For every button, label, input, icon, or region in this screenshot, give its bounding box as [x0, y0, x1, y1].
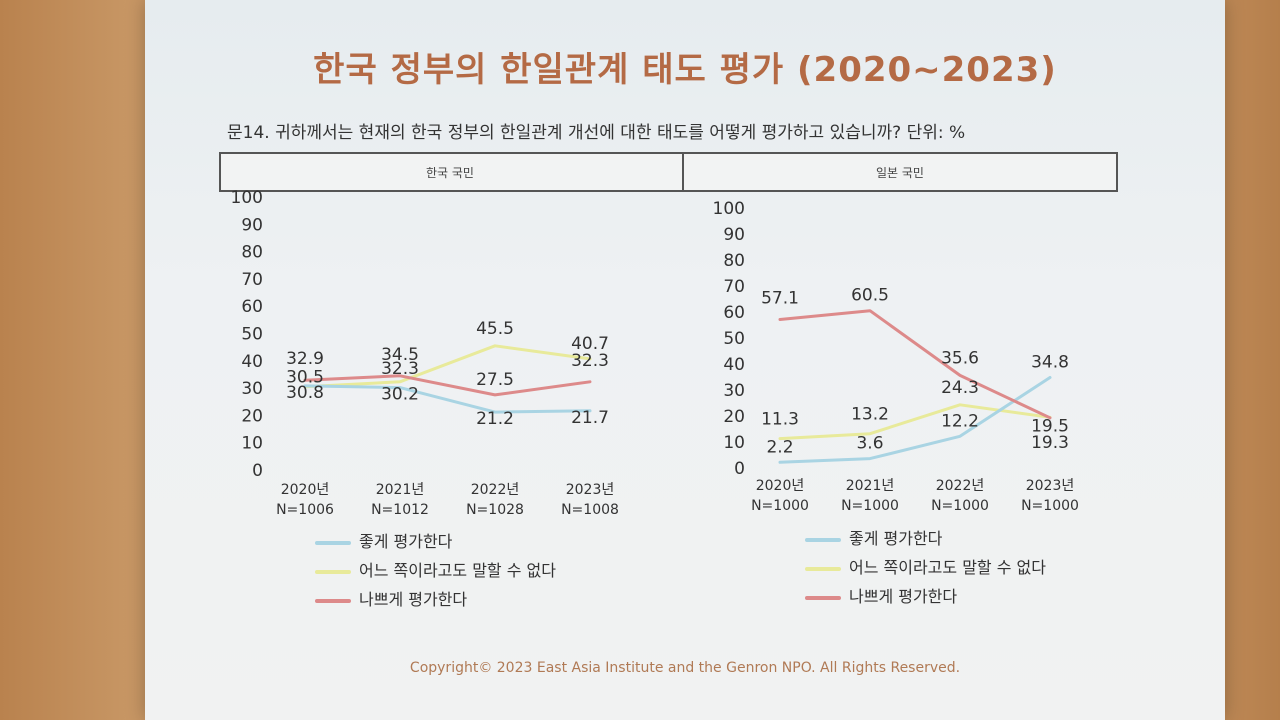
x-category-label: 2021년 — [846, 478, 895, 494]
y-tick-label: 50 — [723, 329, 745, 349]
copyright-notice: Copyright© 2023 East Asia Institute and … — [409, 660, 961, 676]
data-label-good: 30.2 — [381, 385, 419, 405]
x-category-n-label: N=1000 — [1021, 498, 1079, 514]
legend-swatch-good — [805, 537, 841, 542]
x-category-n-label: N=1028 — [466, 502, 524, 518]
y-tick-label: 70 — [723, 277, 745, 297]
legend-label-bad: 나쁘게 평가한다 — [359, 590, 468, 609]
data-label-bad: 32.9 — [286, 349, 324, 369]
data-label-good: 3.6 — [856, 434, 883, 454]
y-tick-label: 80 — [723, 251, 745, 271]
data-label-bad: 35.6 — [941, 348, 979, 368]
legend-swatch-bad — [805, 595, 841, 600]
data-label-bad: 19.3 — [1031, 433, 1069, 453]
chart-panel-0: 0 10 20 30 40 50 60 70 80 90 100 2020년 N=1006 2021년 N=… — [231, 188, 619, 518]
x-category-label: 2023년 — [1026, 478, 1075, 494]
y-tick-label: 10 — [241, 434, 263, 454]
data-label-bad: 34.5 — [381, 345, 419, 365]
data-label-neutral: 32.3 — [381, 359, 419, 379]
panel-label-japan: 일본 국민 — [876, 166, 924, 180]
data-label-good: 2.2 — [766, 437, 793, 457]
x-category-label: 2023년 — [566, 482, 615, 498]
data-label-neutral: 40.7 — [571, 334, 609, 354]
legend-item-bad: 나쁘게 평가한다 — [315, 586, 556, 615]
data-label-good: 12.2 — [941, 411, 979, 431]
y-tick-label: 70 — [241, 270, 263, 290]
series-line-bad — [303, 374, 592, 397]
x-category-label: 2020년 — [281, 482, 330, 498]
panel-label-korea: 한국 국민 — [426, 166, 474, 180]
y-tick-label: 100 — [713, 199, 745, 219]
y-tick-label: 20 — [241, 406, 263, 426]
legend-korea: 좋게 평가한다 어느 쪽이라고도 말할 수 없다 나쁘게 평가한다 — [315, 528, 556, 615]
data-label-neutral: 24.3 — [941, 378, 979, 398]
x-category-label: 2020년 — [756, 478, 805, 494]
data-label-neutral: 19.5 — [1031, 416, 1069, 436]
slide-title: 한국 정부의 한일관계 태도 평가 (2020~2023) — [313, 50, 1057, 90]
legend-item-bad: 나쁘게 평가한다 — [805, 583, 1046, 612]
legend-label-bad: 나쁘게 평가한다 — [849, 587, 958, 606]
legend-swatch-good — [315, 540, 351, 545]
x-category-label: 2022년 — [471, 482, 520, 498]
data-label-bad: 60.5 — [851, 286, 889, 306]
y-tick-label: 40 — [723, 355, 745, 375]
charts-svg: 01020304050607080901002020년N=10062021년N=… — [231, 188, 1079, 518]
legend-label-neutral: 어느 쪽이라고도 말할 수 없다 — [359, 561, 556, 580]
legend-swatch-neutral — [805, 566, 841, 571]
survey-question: 문14. 귀하께서는 현재의 한국 정부의 한일관계 개선에 대한 태도를 어떻… — [227, 123, 966, 143]
x-category-n-label: N=1000 — [841, 498, 899, 514]
y-tick-label: 50 — [241, 325, 263, 345]
panel-header-box: 한국 국민 일본 국민 — [219, 152, 1118, 192]
y-tick-label: 10 — [723, 433, 745, 453]
series-line-bad — [778, 309, 1052, 420]
data-label-neutral: 11.3 — [761, 410, 799, 430]
y-tick-label: 20 — [723, 407, 745, 427]
legend-label-good: 좋게 평가한다 — [359, 532, 453, 551]
y-tick-label: 30 — [723, 381, 745, 401]
legend-label-neutral: 어느 쪽이라고도 말할 수 없다 — [849, 558, 1046, 577]
y-tick-label: 80 — [241, 243, 263, 263]
legend-item-good: 좋게 평가한다 — [805, 525, 1046, 554]
legend-item-neutral: 어느 쪽이라고도 말할 수 없다 — [315, 557, 556, 586]
y-tick-label: 0 — [252, 461, 263, 481]
series-line-neutral — [303, 344, 592, 389]
data-label-good: 21.7 — [571, 408, 609, 428]
data-label-neutral: 45.5 — [476, 319, 514, 339]
legend-swatch-neutral — [315, 569, 351, 574]
data-label-good: 21.2 — [476, 409, 514, 429]
data-label-neutral: 30.5 — [286, 368, 324, 388]
panel-header-divider — [682, 154, 684, 190]
legend-item-good: 좋게 평가한다 — [315, 528, 556, 557]
y-tick-label: 60 — [241, 297, 263, 317]
data-label-neutral: 13.2 — [851, 405, 889, 425]
y-tick-label: 60 — [723, 303, 745, 323]
legend-item-neutral: 어느 쪽이라고도 말할 수 없다 — [805, 554, 1046, 583]
series-line-good — [303, 384, 592, 414]
x-category-n-label: N=1000 — [751, 498, 809, 514]
legend-japan: 좋게 평가한다 어느 쪽이라고도 말할 수 없다 나쁘게 평가한다 — [805, 525, 1046, 612]
legend-swatch-bad — [315, 598, 351, 603]
x-category-n-label: N=1006 — [276, 502, 334, 518]
data-label-bad: 57.1 — [761, 289, 799, 309]
x-category-label: 2021년 — [376, 482, 425, 498]
chart-panel-1: 0 10 20 30 40 50 60 70 80 90 100 2020년 N=1000 2021년 N=… — [713, 199, 1079, 514]
y-tick-label: 40 — [241, 352, 263, 372]
x-category-label: 2022년 — [936, 478, 985, 494]
y-tick-label: 0 — [734, 459, 745, 479]
x-category-n-label: N=1000 — [931, 498, 989, 514]
x-category-n-label: N=1008 — [561, 502, 619, 518]
data-label-bad: 27.5 — [476, 370, 514, 390]
data-label-bad: 32.3 — [571, 351, 609, 371]
y-tick-label: 30 — [241, 379, 263, 399]
y-tick-label: 100 — [231, 188, 263, 208]
y-tick-label: 90 — [723, 225, 745, 245]
data-label-good: 34.8 — [1031, 353, 1069, 373]
data-label-good: 30.8 — [286, 383, 324, 403]
y-tick-label: 90 — [241, 215, 263, 235]
x-category-n-label: N=1012 — [371, 502, 429, 518]
series-line-good — [778, 376, 1052, 464]
series-line-neutral — [778, 403, 1052, 441]
presentation-slide: 한국 정부의 한일관계 태도 평가 (2020~2023) 문14. 귀하께서는… — [145, 0, 1225, 720]
legend-label-good: 좋게 평가한다 — [849, 529, 943, 548]
